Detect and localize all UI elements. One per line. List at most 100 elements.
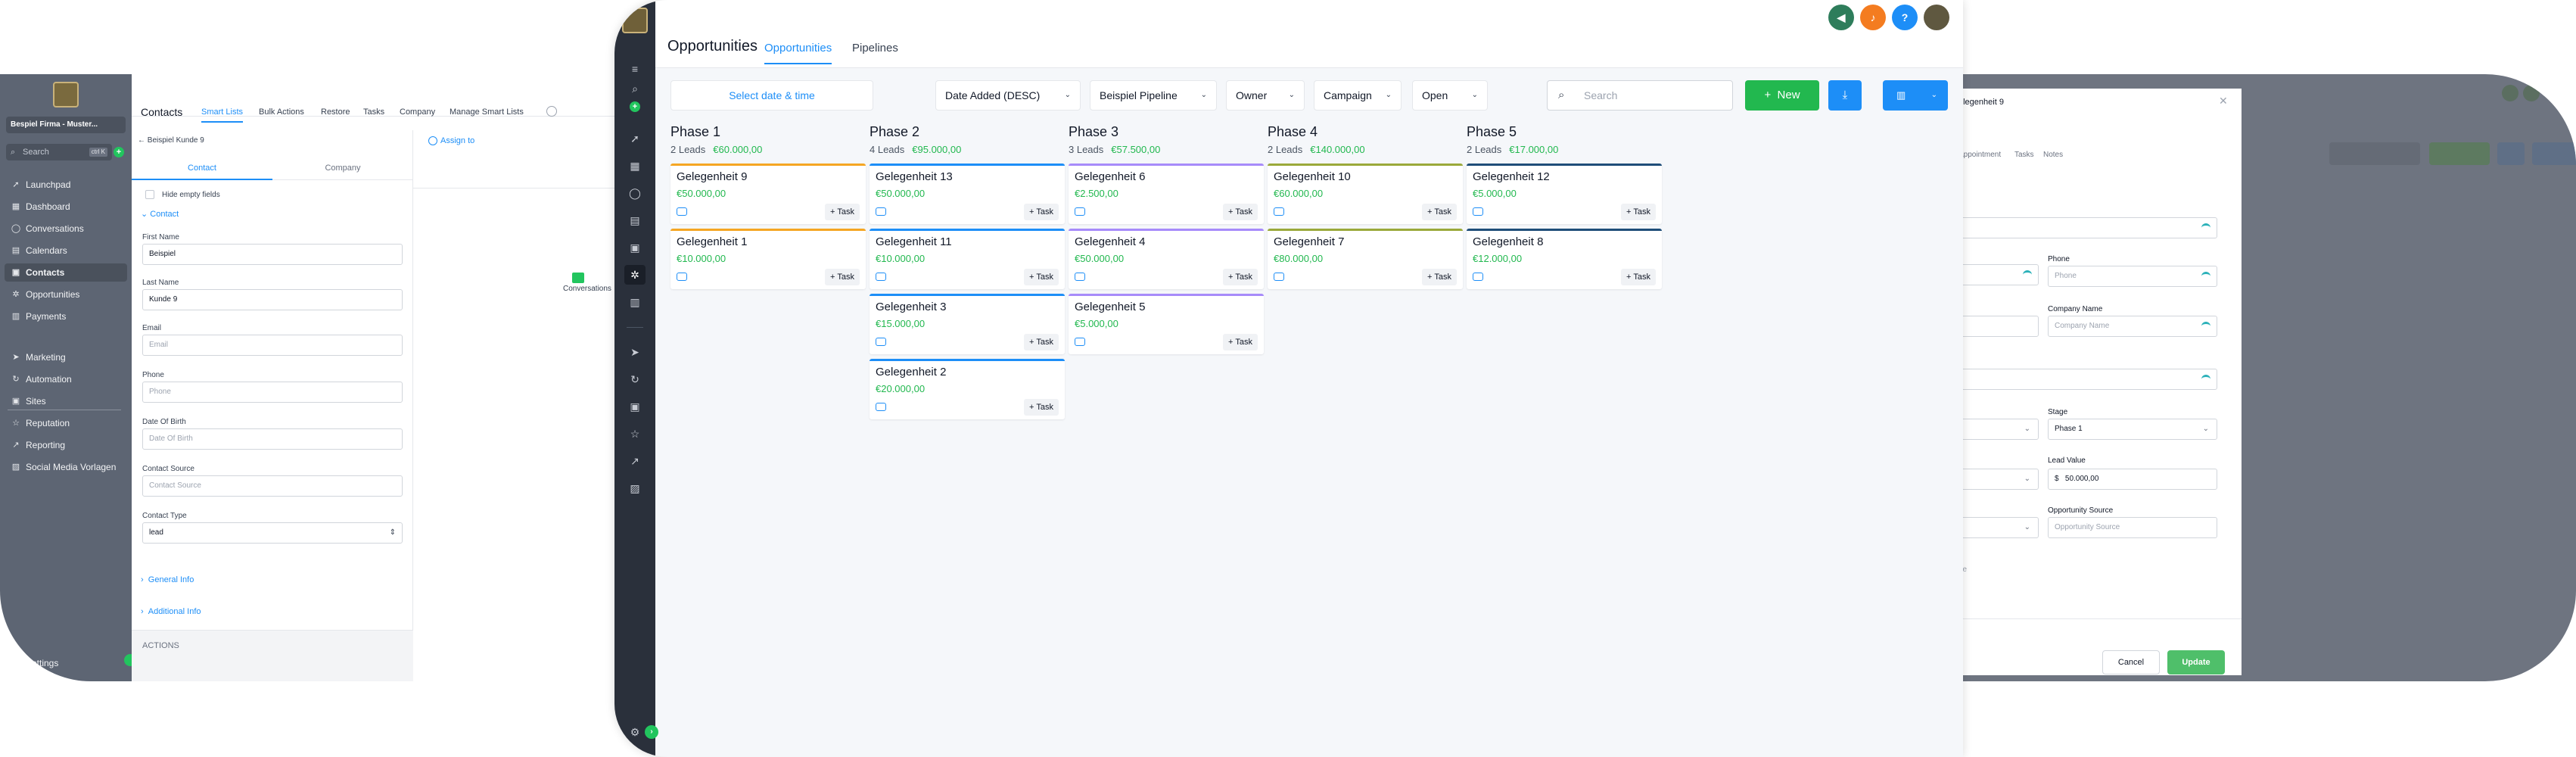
chat-icon[interactable] [1274, 273, 1284, 281]
last-name-field[interactable]: Kunde 9 [142, 289, 403, 310]
status-select[interactable]: ⌄ [1958, 469, 2039, 490]
add-task-button[interactable]: + Task [1223, 204, 1258, 220]
reporting-icon[interactable]: ↗ [630, 455, 639, 467]
sidebar-item-contacts[interactable]: ▣ Contacts [5, 263, 127, 282]
star-icon[interactable]: ☆ [630, 428, 640, 440]
add-task-button[interactable]: + Task [1621, 269, 1656, 285]
tab-restore[interactable]: Restore [321, 107, 350, 117]
quick-add-icon[interactable]: + [630, 101, 640, 112]
add-task-button[interactable]: + Task [1621, 204, 1656, 220]
chat-icon[interactable] [876, 273, 886, 281]
sidebar-item-payments[interactable]: ▥ Payments [5, 307, 127, 326]
add-task-button[interactable]: + Task [1223, 334, 1258, 350]
close-icon[interactable]: ✕ [2219, 95, 2228, 107]
opportunity-card[interactable]: Gelegenheit 1 €10.000,00 + Task [670, 229, 866, 289]
update-button[interactable]: Update [2167, 650, 2225, 674]
gear-icon[interactable] [546, 106, 557, 117]
chat-icon[interactable] [876, 338, 886, 346]
email-field[interactable] [1958, 264, 2039, 285]
menu-icon[interactable]: ≡ [631, 63, 639, 75]
pipeline-select[interactable]: ⌄ [1958, 419, 2039, 440]
phone-field[interactable]: Phone [142, 382, 403, 403]
stage-select[interactable]: Phase 1 ⌄ [2048, 419, 2217, 440]
tab-smart-lists[interactable]: Smart Lists [201, 107, 244, 123]
add-task-button[interactable]: + Task [1024, 334, 1059, 350]
general-info-accordion[interactable]: › General Info [141, 575, 194, 584]
opportunity-card[interactable]: Gelegenheit 12 €5.000,00 + Task [1467, 164, 1662, 224]
owner-dropdown[interactable]: Owner ⌄ [1226, 80, 1305, 111]
sidebar-item-reporting[interactable]: ↗ Reporting [5, 436, 127, 454]
cancel-button[interactable]: Cancel [2102, 650, 2160, 674]
partial-field[interactable] [1958, 316, 2039, 337]
opportunity-card[interactable]: Gelegenheit 6 €2.500,00 + Task [1069, 164, 1264, 224]
contact-type-select[interactable]: lead ⇕ [142, 522, 403, 544]
opportunity-card[interactable]: Gelegenheit 11 €10.000,00 + Task [870, 229, 1065, 289]
opportunity-card[interactable]: Gelegenheit 13 €50.000,00 + Task [870, 164, 1065, 224]
opportunity-source-field[interactable]: Opportunity Source [2048, 517, 2217, 538]
opportunity-card[interactable]: Gelegenheit 8 €12.000,00 + Task [1467, 229, 1662, 289]
chat-icon[interactable] [1075, 273, 1085, 281]
sidebar-item-conversations[interactable]: ◯ Conversations [5, 220, 127, 238]
sidebar-item-marketing[interactable]: ➤ Marketing [5, 348, 127, 366]
sidebar-expand-toggle[interactable]: › [645, 725, 658, 739]
add-task-button[interactable]: + Task [1422, 204, 1457, 220]
chat-icon[interactable]: ◯ [629, 187, 641, 199]
sidebar-search[interactable]: ⌕ Search ctrl K [6, 144, 112, 160]
add-task-button[interactable]: + Task [1422, 269, 1457, 285]
opportunity-card[interactable]: Gelegenheit 10 €60.000,00 + Task [1268, 164, 1463, 224]
view-switcher[interactable]: ▥ ⌄ [1883, 80, 1948, 111]
tab-tasks[interactable]: Tasks [363, 107, 385, 117]
opportunity-card[interactable]: Gelegenheit 4 €50.000,00 + Task [1069, 229, 1264, 289]
lead-value-field[interactable]: $ 50.000,00 [2048, 469, 2217, 490]
calendar-icon[interactable]: ▤ [630, 214, 640, 226]
sidebar-item-reputation[interactable]: ☆ Reputation [5, 414, 127, 432]
chat-icon[interactable] [1473, 207, 1483, 216]
email-field[interactable]: Email [142, 335, 403, 356]
chat-icon[interactable] [876, 207, 886, 216]
help-icon[interactable]: ? [1892, 5, 1918, 30]
chat-icon[interactable] [1473, 273, 1483, 281]
date-of-birth-field[interactable]: Date Of Birth [142, 428, 403, 450]
sidebar-item-sites[interactable]: ▣ Sites [5, 392, 127, 410]
add-task-button[interactable]: + Task [1223, 269, 1258, 285]
opportunity-card[interactable]: Gelegenheit 3 €15.000,00 + Task [870, 294, 1065, 354]
opportunity-name-field[interactable] [1958, 369, 2217, 390]
additional-info-accordion[interactable]: › Additional Info [141, 607, 201, 616]
contacts-icon[interactable]: ▣ [630, 241, 640, 254]
actions-section[interactable]: ACTIONS [132, 630, 413, 681]
hide-empty-toggle[interactable]: Hide empty fields [145, 190, 220, 199]
add-task-button[interactable]: + Task [825, 204, 860, 220]
sidebar-item-calendars[interactable]: ▤ Calendars [5, 241, 127, 260]
tab-opportunities[interactable]: Opportunities [764, 42, 832, 64]
sidebar-item-opportunities[interactable]: ✲ Opportunities [5, 285, 127, 304]
tab-tasks[interactable]: Tasks [2014, 151, 2034, 159]
chat-icon[interactable] [1075, 338, 1085, 346]
tab-notes[interactable]: Notes [2043, 151, 2064, 159]
avatar[interactable] [1924, 5, 1949, 30]
add-task-button[interactable]: + Task [825, 269, 860, 285]
assign-to-button[interactable]: Assign to [428, 136, 474, 145]
sites-icon[interactable]: ▣ [630, 400, 640, 413]
add-task-button[interactable]: + Task [1024, 204, 1059, 220]
chat-icon[interactable] [1075, 207, 1085, 216]
sidebar-item-settings[interactable]: ⚙ Settings [5, 654, 127, 672]
chat-icon[interactable] [677, 273, 687, 281]
tab-manage-smart-lists[interactable]: Manage Smart Lists [450, 107, 524, 117]
new-opportunity-button[interactable]: + New [1745, 80, 1819, 111]
payments-icon[interactable]: ▥ [630, 296, 640, 308]
download-icon[interactable]: ⤓ [1828, 80, 1862, 111]
sidebar-item-automation[interactable]: ↻ Automation [5, 370, 127, 388]
contact-source-field[interactable]: Contact Source [142, 475, 403, 497]
sidebar-item-social-media[interactable]: ▨ Social Media Vorlagen [5, 458, 127, 476]
checkbox[interactable] [145, 190, 154, 199]
sidebar-item-launchpad[interactable]: ➚ Launchpad [5, 176, 127, 194]
tab-contact[interactable]: Contact [132, 159, 272, 180]
dashboard-icon[interactable]: ▦ [630, 160, 640, 172]
phone-field[interactable]: Phone [2048, 266, 2217, 287]
bell-icon[interactable]: ♪ [1860, 5, 1886, 30]
owner-select[interactable]: ⌄ [1958, 517, 2039, 538]
chat-icon[interactable] [677, 207, 687, 216]
opportunity-card[interactable]: Gelegenheit 9 €50.000,00 + Task [670, 164, 866, 224]
quick-add-icon[interactable]: + [114, 147, 124, 157]
opportunities-icon[interactable]: ✲ [624, 265, 646, 285]
